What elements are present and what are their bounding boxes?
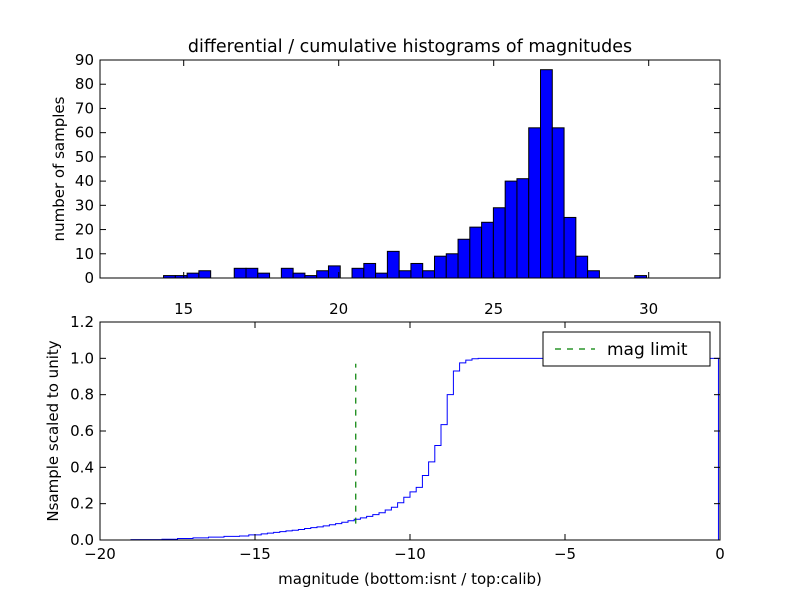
histogram-bar [363,262,377,279]
cumulative-xlabel: magnitude (bottom:isnt / top:calib) [278,570,542,588]
histogram-bar [186,272,200,279]
histogram-xtick-label: 25 [484,300,503,318]
histogram-bar [410,262,424,279]
chart-title: differential / cumulative histograms of … [188,37,632,57]
cumulative-xtick-label: 0 [715,545,725,563]
histogram-bar [528,127,542,279]
histogram-bar [481,221,494,279]
histogram-bar [198,270,212,279]
cumulative-ytick-label: 0.0 [70,531,94,549]
histogram-xtick-label: 15 [174,300,193,318]
histogram-bar [386,250,400,279]
cumulative-xtick-label: −10 [394,545,426,563]
histogram-bar [504,180,518,279]
histogram-frame [99,59,721,279]
cumulative-ticks: −20 −15 −10 −5 0 0.0 0.2 0.4 0.6 0.8 1.0 1.2 [70,313,725,563]
cumulative-ytick-label: 0.8 [70,386,94,404]
cumulative-ytick-label: 1.0 [70,349,94,367]
histogram-ytick-label: 90 [75,51,94,69]
histogram-xtick-label: 30 [639,300,658,318]
cumulative-ytick-label: 0.6 [70,422,94,440]
histogram-ticks: 15 20 25 30 0 10 20 30 40 50 60 70 80 90 [75,51,720,318]
histogram-bar [433,255,447,279]
histogram-bar [316,270,329,279]
cumulative-xtick-label: −5 [554,545,576,563]
cumulative-frame [99,321,721,541]
cumulative-xtick-label: −20 [84,545,116,563]
histogram-bar [398,270,412,279]
histogram-ytick-label: 80 [75,75,94,93]
histogram-ytick-label: 20 [75,221,94,239]
histogram-bar [587,270,600,279]
histogram-bar [563,216,577,279]
legend-label-mag-limit: mag limit [607,340,688,360]
cumulative-ylabel: Nsample scaled to unity [44,340,62,521]
histogram-bars [163,69,648,279]
histogram-ytick-label: 70 [75,99,94,117]
histogram-bar [445,253,459,279]
histogram-bar [422,270,435,279]
legend: mag limit [542,331,711,367]
histogram-bar [280,267,294,279]
histogram-bar [245,267,259,279]
histogram-ytick-label: 50 [75,148,94,166]
histogram-bar [292,272,306,279]
histogram-bar [575,255,589,279]
histogram-xtick-label: 20 [329,300,348,318]
histogram-ytick-label: 10 [75,245,94,263]
cumulative-ytick-label: 1.2 [70,313,94,331]
histogram-bar [516,178,530,279]
histogram-ytick-label: 60 [75,124,94,142]
histogram-bar [492,207,506,279]
histogram-bar [257,272,271,279]
cumulative-xtick-label: −15 [239,545,271,563]
cumulative-ytick-label: 0.4 [70,458,94,476]
histogram-ytick-label: 30 [75,196,94,214]
histogram-bar [233,267,247,279]
histogram-bar [375,272,388,279]
histogram-bar [469,226,483,279]
histogram-bar [551,127,565,279]
histogram-bar [457,238,471,279]
histogram-bar [540,69,553,279]
histogram-bar [351,267,365,279]
histogram-ytick-label: 0 [84,269,94,287]
cumulative-ytick-label: 0.2 [70,495,94,513]
histogram-ytick-label: 40 [75,172,94,190]
histogram-ylabel: number of samples [50,96,68,241]
